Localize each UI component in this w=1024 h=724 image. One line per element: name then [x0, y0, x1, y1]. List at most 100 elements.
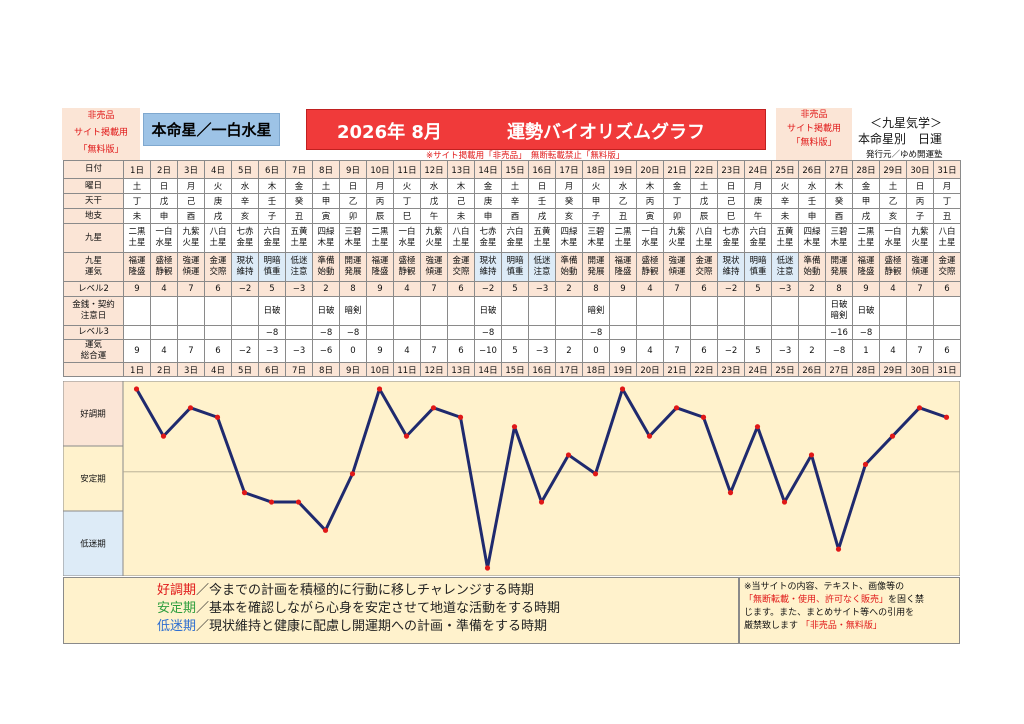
unki-cell: 開運 発展	[339, 252, 367, 282]
day-cell: 18日	[582, 160, 610, 179]
day-cell: 6日	[258, 160, 286, 179]
tenkan-cell: 戊	[150, 193, 178, 209]
money-cell	[933, 296, 961, 326]
chishi-cell: 巳	[717, 208, 745, 224]
kyusei-cell: 六白 金星	[744, 223, 772, 253]
money-cell	[393, 296, 421, 326]
legend-box: 好調期／今までの計画を積極的に行動に移しチャレンジする時期 安定期／基本を確認し…	[63, 577, 739, 644]
row-label: 九星	[63, 223, 124, 253]
unki-cell: 強運 傾運	[906, 252, 934, 282]
chishi-cell: 戌	[852, 208, 880, 224]
kyusei-cell-top: 五黄	[290, 227, 308, 237]
kyusei-cell-bottom: 木星	[803, 238, 821, 248]
unki-cell: 金運 交際	[204, 252, 232, 282]
unki-cell-top: 準備	[560, 256, 578, 266]
level2-cell: 7	[420, 281, 448, 297]
level2-cell: −2	[474, 281, 502, 297]
money-cell: 日破 暗剣	[825, 296, 853, 326]
day-footer-cell: 2日	[150, 362, 178, 377]
kyusei-cell: 九紫 火星	[906, 223, 934, 253]
unki-cell-top: 準備	[803, 256, 821, 266]
data-point-22	[700, 414, 707, 420]
total-cell: 9	[366, 339, 394, 363]
day-cell: 10日	[366, 160, 394, 179]
copyright-line-2-rest: を固く禁	[888, 595, 925, 605]
day-footer-cell: 26日	[798, 362, 826, 377]
kyusei-cell-top: 八白	[938, 227, 956, 237]
level3-cell: −8	[582, 325, 610, 340]
tenkan-cell: 壬	[528, 193, 556, 209]
kyusei-cell-bottom: 水星	[398, 238, 416, 248]
tenkan-cell: 戊	[420, 193, 448, 209]
chishi-cell: 申	[798, 208, 826, 224]
money-cell	[123, 296, 151, 326]
kyusei-cell-bottom: 木星	[587, 238, 605, 248]
money-cell	[231, 296, 259, 326]
chishi-cell: 辰	[690, 208, 718, 224]
level3-cell	[123, 325, 151, 340]
money-cell	[906, 296, 934, 326]
level3-cell	[150, 325, 178, 340]
kyusei-cell: 二黒 土星	[852, 223, 880, 253]
kyusei-cell-bottom: 土星	[290, 238, 308, 248]
copyright-notice: ※当サイトの内容、テキスト、画像等の 「無断転載・使用、許可なく販売」を固く禁 …	[739, 577, 960, 644]
day-footer-cell: 22日	[690, 362, 718, 377]
chishi-cell: 丑	[285, 208, 313, 224]
total-cell: 7	[177, 339, 205, 363]
unki-cell-top: 強運	[668, 256, 686, 266]
chishi-cell: 申	[150, 208, 178, 224]
weekday-cell: 水	[609, 178, 637, 194]
kyusei-cell-bottom: 土星	[452, 238, 470, 248]
non-sale-left: 非売品 サイト掲載用 「無料版」	[62, 108, 140, 160]
day-cell: 20日	[636, 160, 664, 179]
level2-cell: −2	[717, 281, 745, 297]
chishi-cell: 戌	[204, 208, 232, 224]
level2-cell: 8	[339, 281, 367, 297]
level3-cell	[690, 325, 718, 340]
kyusei-cell-bottom: 土星	[128, 238, 146, 248]
publisher: 発行元／ゆめ開運塾	[866, 150, 943, 160]
money-cell	[366, 296, 394, 326]
kyusei-cell-bottom: 土星	[371, 238, 389, 248]
level3-cell	[501, 325, 529, 340]
tenkan-cell: 丁	[393, 193, 421, 209]
unki-cell: 盛極 静観	[150, 252, 178, 282]
level2-cell: 5	[258, 281, 286, 297]
kyusei-cell: 五黄 土星	[771, 223, 799, 253]
weekday-cell: 木	[447, 178, 475, 194]
money-cell: 日破	[312, 296, 340, 326]
chishi-cell: 未	[447, 208, 475, 224]
money-mark: 日破	[263, 305, 281, 316]
chishi-cell: 寅	[636, 208, 664, 224]
level2-cell: 7	[663, 281, 691, 297]
tenkan-cell: 乙	[879, 193, 907, 209]
data-point-7	[295, 499, 302, 505]
kyusei-cell-top: 一白	[641, 227, 659, 237]
kyusei-cell-bottom: 金星	[263, 238, 281, 248]
unki-cell-top: 低迷	[776, 256, 794, 266]
level3-cell: −8	[339, 325, 367, 340]
row-label: 運気 総合運	[63, 339, 124, 363]
money-cell: 暗剣	[582, 296, 610, 326]
level3-cell	[771, 325, 799, 340]
kyusei-cell-top: 四緑	[803, 227, 821, 237]
tenkan-cell: 癸	[555, 193, 583, 209]
tenkan-cell: 甲	[582, 193, 610, 209]
unki-cell: 準備 始動	[555, 252, 583, 282]
level2-cell: −3	[771, 281, 799, 297]
day-cell: 31日	[933, 160, 961, 179]
tenkan-cell: 己	[447, 193, 475, 209]
zone-good-label: 好調期	[80, 409, 106, 420]
kyusei-cell: 九紫 火星	[420, 223, 448, 253]
money-cell	[285, 296, 313, 326]
kyusei-cell-bottom: 木星	[560, 238, 578, 248]
notice-text: ※サイト掲載用「非売品」 無断転載禁止「無料版」	[426, 151, 625, 161]
kyusei-cell: 一白 水星	[879, 223, 907, 253]
money-cell	[663, 296, 691, 326]
chishi-cell: 亥	[555, 208, 583, 224]
unki-cell-bottom: 維持	[479, 267, 497, 277]
chishi-cell: 午	[744, 208, 772, 224]
day-footer-cell: 3日	[177, 362, 205, 377]
zone-good-bg	[63, 381, 124, 447]
chishi-cell: 申	[474, 208, 502, 224]
